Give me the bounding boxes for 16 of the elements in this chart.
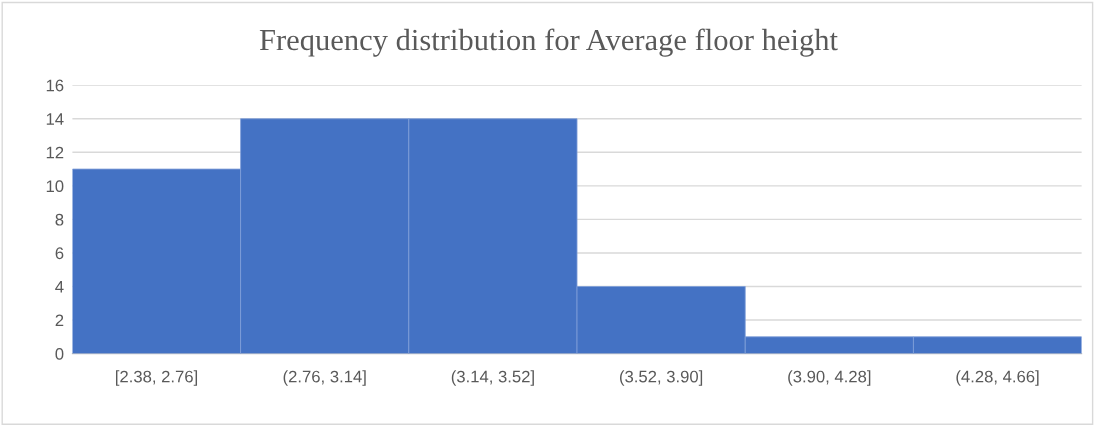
y-tick-label: 8 [55, 213, 64, 226]
x-tick-label: (3.52, 3.90] [620, 370, 703, 386]
y-tick-label: 6 [55, 247, 64, 260]
x-tick-label: (3.90, 4.28] [788, 370, 871, 386]
y-tick-label: 0 [55, 347, 64, 360]
y-tick-label: 16 [46, 79, 64, 92]
y-tick-label: 14 [46, 113, 64, 125]
y-tick-label: 4 [55, 281, 64, 293]
chart-title: Frequency distribution for Average floor height [259, 28, 838, 57]
x-tick-label: (4.28, 4.66] [956, 370, 1039, 386]
y-tick-label: 12 [46, 146, 64, 159]
y-tick-label: 2 [55, 314, 64, 327]
x-tick-label: (2.76, 3.14] [283, 370, 366, 386]
x-tick-label: (3.14, 3.52] [451, 370, 534, 386]
y-tick-label: 10 [46, 180, 64, 193]
x-tick-label: [2.38, 2.76] [116, 370, 198, 386]
